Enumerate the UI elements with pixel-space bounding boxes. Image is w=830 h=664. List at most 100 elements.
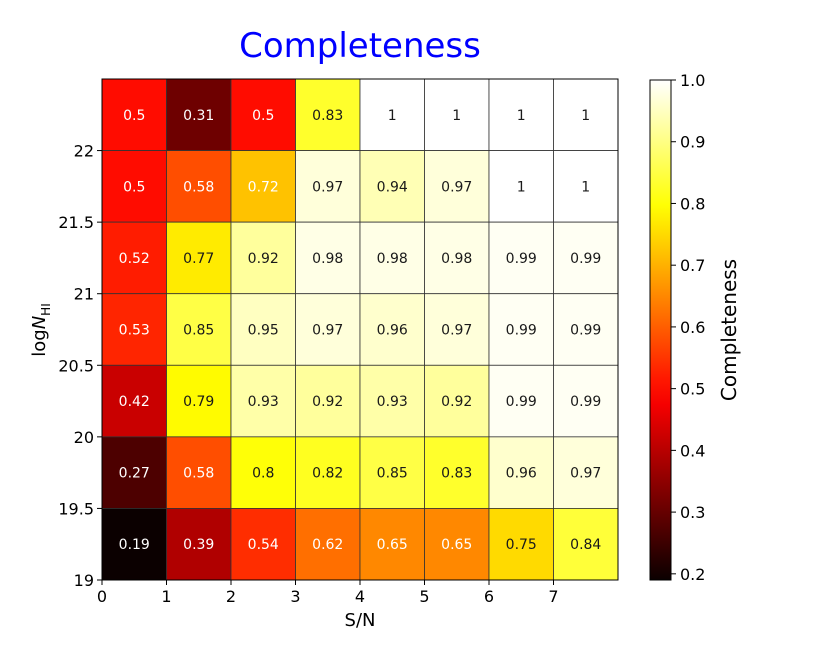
x-tick-label: 5 xyxy=(419,587,429,606)
heatmap-cell xyxy=(553,436,619,509)
cell-value-label: 0.96 xyxy=(377,323,408,339)
y-tick-label: 19.5 xyxy=(58,499,94,518)
x-tick-label: 3 xyxy=(290,587,300,606)
cell-value-label: 0.8 xyxy=(252,466,274,482)
heatmap-cell xyxy=(488,508,554,581)
heatmap-cell xyxy=(230,508,296,581)
y-tick-label: 20 xyxy=(74,428,94,447)
cell-value-label: 1 xyxy=(388,108,397,124)
heatmap-cell xyxy=(553,78,619,151)
cell-value-label: 0.99 xyxy=(506,394,537,410)
y-tick-label: 21.5 xyxy=(58,213,94,232)
colorbar-label: Completeness xyxy=(717,259,741,401)
heatmap-cell xyxy=(166,436,232,509)
heatmap-cell xyxy=(359,221,425,295)
cell-value-label: 0.27 xyxy=(119,466,150,482)
cell-value-label: 0.99 xyxy=(570,323,601,339)
chart-title: Completeness xyxy=(239,26,481,66)
colorbar-tick-label: 0.5 xyxy=(680,380,705,399)
cell-value-label: 0.96 xyxy=(506,466,537,482)
cell-value-label: 0.82 xyxy=(312,466,343,482)
heatmap-cell xyxy=(101,78,167,151)
cell-value-label: 0.97 xyxy=(312,179,343,195)
cell-value-label: 0.85 xyxy=(377,466,408,482)
cell-value-label: 0.5 xyxy=(252,108,274,124)
heatmap-cell xyxy=(295,221,361,295)
colorbar-tick-label: 0.3 xyxy=(680,503,705,522)
cell-value-label: 0.75 xyxy=(506,537,537,553)
y-axis-ticks: 19 19.5 20 20.5 21 21.5 22 xyxy=(58,142,102,590)
cell-value-label: 0.85 xyxy=(183,323,214,339)
heatmap-cell xyxy=(488,221,554,295)
cell-value-label: 0.72 xyxy=(248,179,279,195)
heatmap-cell xyxy=(488,364,554,438)
x-tick-label: 4 xyxy=(355,587,365,606)
heatmap-cell xyxy=(424,78,490,151)
cell-value-label: 0.92 xyxy=(248,251,279,267)
cell-value-label: 1 xyxy=(517,179,526,195)
cell-value-label: 0.62 xyxy=(312,537,343,553)
heatmap-cell xyxy=(166,221,232,295)
heatmap-cell xyxy=(359,508,425,581)
cell-value-label: 0.5 xyxy=(123,179,145,195)
cell-value-label: 0.99 xyxy=(570,394,601,410)
heatmap-cell xyxy=(295,364,361,438)
cell-value-label: 0.83 xyxy=(312,108,343,124)
colorbar-tick-label: 1.0 xyxy=(680,71,705,90)
cell-value-label: 1 xyxy=(452,108,461,124)
heatmap-cell xyxy=(295,78,361,151)
x-tick-label: 2 xyxy=(226,587,236,606)
heatmap-cell xyxy=(424,364,490,438)
cell-value-label: 0.95 xyxy=(248,323,279,339)
cell-value-label: 0.58 xyxy=(183,466,214,482)
heatmap-cell xyxy=(295,150,361,223)
colorbar-tick-label: 0.7 xyxy=(680,256,705,275)
cell-value-label: 1 xyxy=(517,108,526,124)
colorbar xyxy=(649,79,672,581)
heatmap-cell xyxy=(359,150,425,223)
cell-value-label: 0.97 xyxy=(441,323,472,339)
cell-value-label: 0.5 xyxy=(123,108,145,124)
x-axis-ticks: 0 1 2 3 4 5 6 7 xyxy=(97,580,559,606)
cell-value-label: 0.83 xyxy=(441,466,472,482)
heatmap-cell xyxy=(424,436,490,509)
cell-value-label: 0.77 xyxy=(183,251,214,267)
cell-value-label: 0.98 xyxy=(312,251,343,267)
x-tick-label: 1 xyxy=(161,587,171,606)
heatmap-cell xyxy=(553,364,619,438)
heatmap-cell xyxy=(553,508,619,581)
colorbar-ticks: 0.2 0.3 0.4 0.5 0.6 0.7 0.8 0.9 1.0 xyxy=(671,71,705,584)
cell-value-label: 0.99 xyxy=(506,251,537,267)
heatmap-cell xyxy=(101,221,167,295)
heatmap-cell xyxy=(553,150,619,223)
colorbar-tick-label: 0.4 xyxy=(680,441,705,460)
cell-value-label: 0.42 xyxy=(119,394,150,410)
cell-value-label: 0.98 xyxy=(377,251,408,267)
colorbar-tick-label: 0.6 xyxy=(680,318,705,337)
cell-value-label: 0.39 xyxy=(183,537,214,553)
heatmap-cell xyxy=(166,508,232,581)
cell-value-label: 0.84 xyxy=(570,537,601,553)
heatmap-cell xyxy=(424,150,490,223)
heatmap-cells xyxy=(101,78,619,581)
cell-value-label: 0.97 xyxy=(441,179,472,195)
heatmap-cell-labels: 0.5 0.31 0.5 0.83 1 1 1 1 0.5 0.58 0.72 0.97 0.94 0.9… xyxy=(119,108,602,553)
cell-value-label: 0.93 xyxy=(248,394,279,410)
heatmap-cell xyxy=(424,221,490,295)
y-tick-label: 20.5 xyxy=(58,356,94,375)
y-axis-label: logNHI xyxy=(29,303,53,356)
colorbar-tick-label: 0.8 xyxy=(680,194,705,213)
cell-value-label: 0.54 xyxy=(248,537,279,553)
colorbar-tick-label: 0.2 xyxy=(680,565,705,584)
cell-value-label: 0.53 xyxy=(119,323,150,339)
x-tick-label: 0 xyxy=(97,587,107,606)
heatmap-cell xyxy=(488,293,554,366)
heatmap-cell xyxy=(488,436,554,509)
y-axis-label-sub: HI xyxy=(39,303,53,316)
cell-value-label: 0.98 xyxy=(441,251,472,267)
heatmap-cell xyxy=(424,508,490,581)
cell-value-label: 0.93 xyxy=(377,394,408,410)
heatmap-cell xyxy=(230,364,296,438)
x-axis-label: S/N xyxy=(345,610,376,631)
cell-value-label: 0.99 xyxy=(570,251,601,267)
